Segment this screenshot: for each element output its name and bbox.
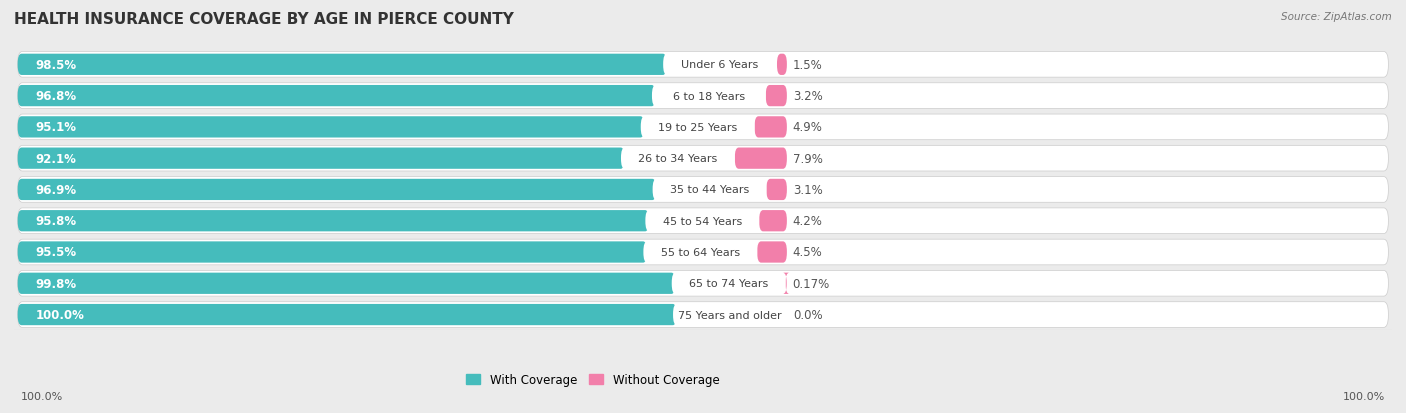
Text: 0.0%: 0.0% — [793, 309, 823, 321]
Text: 95.1%: 95.1% — [35, 121, 76, 134]
FancyBboxPatch shape — [673, 304, 787, 325]
Text: 65 to 74 Years: 65 to 74 Years — [689, 279, 768, 289]
Text: 95.8%: 95.8% — [35, 215, 77, 228]
FancyBboxPatch shape — [18, 211, 650, 232]
Text: 4.2%: 4.2% — [793, 215, 823, 228]
FancyBboxPatch shape — [766, 86, 787, 107]
Text: 35 to 44 Years: 35 to 44 Years — [669, 185, 749, 195]
Text: 100.0%: 100.0% — [21, 391, 63, 401]
FancyBboxPatch shape — [18, 240, 1388, 265]
FancyBboxPatch shape — [18, 242, 647, 263]
Text: 45 to 54 Years: 45 to 54 Years — [662, 216, 742, 226]
Text: 26 to 34 Years: 26 to 34 Years — [638, 154, 717, 164]
FancyBboxPatch shape — [18, 177, 1388, 203]
FancyBboxPatch shape — [641, 117, 755, 138]
Text: 75 Years and older: 75 Years and older — [678, 310, 782, 320]
Text: 95.5%: 95.5% — [35, 246, 77, 259]
FancyBboxPatch shape — [652, 179, 766, 201]
Text: 1.5%: 1.5% — [793, 59, 823, 71]
FancyBboxPatch shape — [759, 211, 787, 232]
Text: 96.9%: 96.9% — [35, 183, 77, 197]
Text: 96.8%: 96.8% — [35, 90, 77, 103]
Text: 7.9%: 7.9% — [793, 152, 823, 165]
Text: Source: ZipAtlas.com: Source: ZipAtlas.com — [1281, 12, 1392, 22]
FancyBboxPatch shape — [18, 179, 657, 201]
FancyBboxPatch shape — [18, 273, 675, 294]
FancyBboxPatch shape — [672, 273, 786, 294]
FancyBboxPatch shape — [18, 115, 1388, 140]
FancyBboxPatch shape — [18, 146, 1388, 171]
FancyBboxPatch shape — [18, 302, 1388, 328]
FancyBboxPatch shape — [18, 148, 624, 169]
Text: 6 to 18 Years: 6 to 18 Years — [673, 91, 745, 101]
FancyBboxPatch shape — [783, 273, 789, 294]
Text: 4.9%: 4.9% — [793, 121, 823, 134]
Text: 55 to 64 Years: 55 to 64 Years — [661, 247, 740, 257]
Legend: With Coverage, Without Coverage: With Coverage, Without Coverage — [467, 373, 720, 386]
Text: 100.0%: 100.0% — [35, 309, 84, 321]
FancyBboxPatch shape — [652, 86, 766, 107]
Text: 99.8%: 99.8% — [35, 277, 77, 290]
Text: 92.1%: 92.1% — [35, 152, 76, 165]
FancyBboxPatch shape — [644, 242, 758, 263]
Text: 3.2%: 3.2% — [793, 90, 823, 103]
FancyBboxPatch shape — [18, 209, 1388, 234]
FancyBboxPatch shape — [18, 52, 1388, 78]
Text: 100.0%: 100.0% — [1343, 391, 1385, 401]
Text: 3.1%: 3.1% — [793, 183, 823, 197]
FancyBboxPatch shape — [758, 242, 787, 263]
FancyBboxPatch shape — [664, 55, 778, 76]
Text: Under 6 Years: Under 6 Years — [682, 60, 759, 70]
Text: 0.17%: 0.17% — [793, 277, 830, 290]
FancyBboxPatch shape — [735, 148, 787, 169]
FancyBboxPatch shape — [18, 55, 666, 76]
FancyBboxPatch shape — [18, 117, 644, 138]
FancyBboxPatch shape — [18, 271, 1388, 297]
FancyBboxPatch shape — [645, 211, 759, 232]
Text: 19 to 25 Years: 19 to 25 Years — [658, 123, 737, 133]
FancyBboxPatch shape — [621, 148, 735, 169]
FancyBboxPatch shape — [18, 304, 676, 325]
Text: 98.5%: 98.5% — [35, 59, 77, 71]
FancyBboxPatch shape — [18, 83, 1388, 109]
FancyBboxPatch shape — [755, 117, 787, 138]
Text: HEALTH INSURANCE COVERAGE BY AGE IN PIERCE COUNTY: HEALTH INSURANCE COVERAGE BY AGE IN PIER… — [14, 12, 515, 27]
FancyBboxPatch shape — [18, 86, 655, 107]
FancyBboxPatch shape — [766, 179, 787, 201]
Text: 4.5%: 4.5% — [793, 246, 823, 259]
FancyBboxPatch shape — [778, 55, 787, 76]
